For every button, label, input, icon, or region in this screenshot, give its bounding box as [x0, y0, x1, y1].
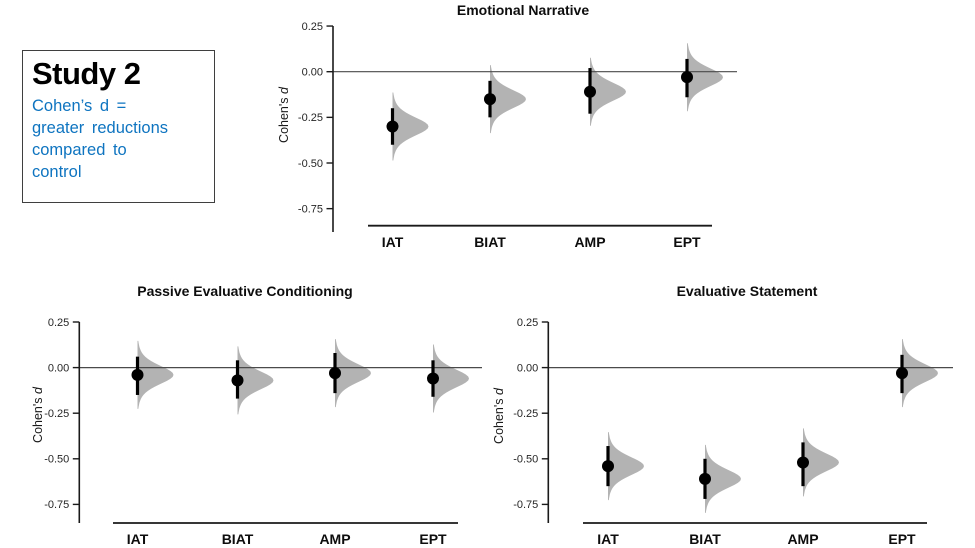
density-EPT	[902, 339, 938, 408]
chart-title: Evaluative Statement	[677, 283, 818, 299]
mean-point-AMP	[584, 85, 596, 98]
density-AMP	[590, 57, 626, 126]
x-category-label-EPT: EPT	[888, 531, 916, 547]
mean-point-AMP	[329, 367, 341, 380]
density-IAT	[137, 340, 174, 409]
study-note-line: compared to	[32, 140, 127, 159]
density-EPT	[433, 344, 469, 413]
density-BIAT	[705, 444, 741, 513]
density-EPT	[687, 43, 723, 112]
y-tick-label: -0.25	[44, 408, 69, 420]
mean-point-IAT	[386, 120, 399, 133]
density-AMP	[803, 428, 839, 497]
chart-emotional-narrative: 0.25 0.00 -0.25 -0.50 -0.75 IAT BIAT AMP EPT Emot…	[277, 2, 737, 250]
density-BIAT	[490, 65, 526, 134]
study-title: Study 2	[32, 56, 141, 91]
x-category-label-BIAT: BIAT	[222, 531, 254, 547]
y-tick-label: 0.25	[48, 317, 69, 329]
y-tick-label: -0.25	[513, 408, 538, 420]
x-category-label-IAT: IAT	[597, 531, 619, 547]
study-note-line: Cohen’s d =	[32, 96, 127, 115]
chart-title: Emotional Narrative	[457, 2, 589, 18]
mean-point-IAT	[131, 368, 144, 381]
x-category-label-AMP: AMP	[787, 531, 818, 547]
y-axis-label: Cohen's d	[492, 387, 506, 444]
mean-point-IAT	[602, 460, 614, 473]
mean-point-EPT	[427, 372, 439, 385]
y-tick-label: -0.75	[44, 499, 69, 511]
x-category-label-BIAT: BIAT	[689, 531, 721, 547]
x-category-label-AMP: AMP	[574, 234, 605, 250]
y-tick-label: 0.25	[302, 21, 323, 33]
chart-passive-evaluative-conditioning: 0.25 0.00 -0.25 -0.50 -0.75 IAT BIAT AMP EPT Pass…	[31, 283, 482, 547]
study-annotation-box: Study 2 Cohen’s d = greater reductions c…	[22, 50, 215, 203]
y-axis-label: Cohen's d	[31, 386, 45, 443]
x-category-label-IAT: IAT	[127, 531, 149, 547]
study-note-line: greater reductions	[32, 118, 168, 137]
mean-point-BIAT	[231, 374, 244, 387]
y-tick-label: 0.25	[517, 317, 538, 329]
x-category-label-IAT: IAT	[382, 234, 404, 250]
y-tick-label: -0.50	[513, 454, 538, 466]
x-category-label-BIAT: BIAT	[474, 234, 506, 250]
y-tick-label: 0.00	[517, 362, 538, 374]
mean-point-EPT	[896, 367, 908, 380]
x-category-label-EPT: EPT	[673, 234, 701, 250]
density-AMP	[335, 339, 371, 408]
x-category-label-EPT: EPT	[419, 531, 447, 547]
y-tick-label: -0.75	[298, 203, 323, 215]
chart-title: Passive Evaluative Conditioning	[137, 283, 353, 299]
x-category-label-AMP: AMP	[319, 531, 350, 547]
y-axis-label: Cohen's d	[277, 86, 291, 143]
study-note: Cohen’s d = greater reductions compared …	[32, 95, 210, 183]
mean-point-BIAT	[699, 472, 711, 485]
y-tick-label: -0.25	[298, 112, 323, 124]
y-tick-label: 0.00	[48, 362, 69, 374]
density-IAT	[608, 432, 644, 501]
density-BIAT	[237, 346, 274, 415]
mean-point-AMP	[797, 456, 809, 469]
y-tick-label: 0.00	[302, 67, 323, 79]
density-IAT	[392, 92, 429, 161]
chart-evaluative-statement: 0.25 0.00 -0.25 -0.50 -0.75 IAT BIAT AMP EPT Eval…	[492, 283, 953, 547]
y-tick-label: -0.50	[298, 158, 323, 170]
y-tick-label: -0.50	[44, 454, 69, 466]
study-note-line: control	[32, 162, 82, 181]
y-tick-label: -0.75	[513, 499, 538, 511]
mean-point-BIAT	[484, 93, 496, 106]
mean-point-EPT	[681, 71, 693, 84]
